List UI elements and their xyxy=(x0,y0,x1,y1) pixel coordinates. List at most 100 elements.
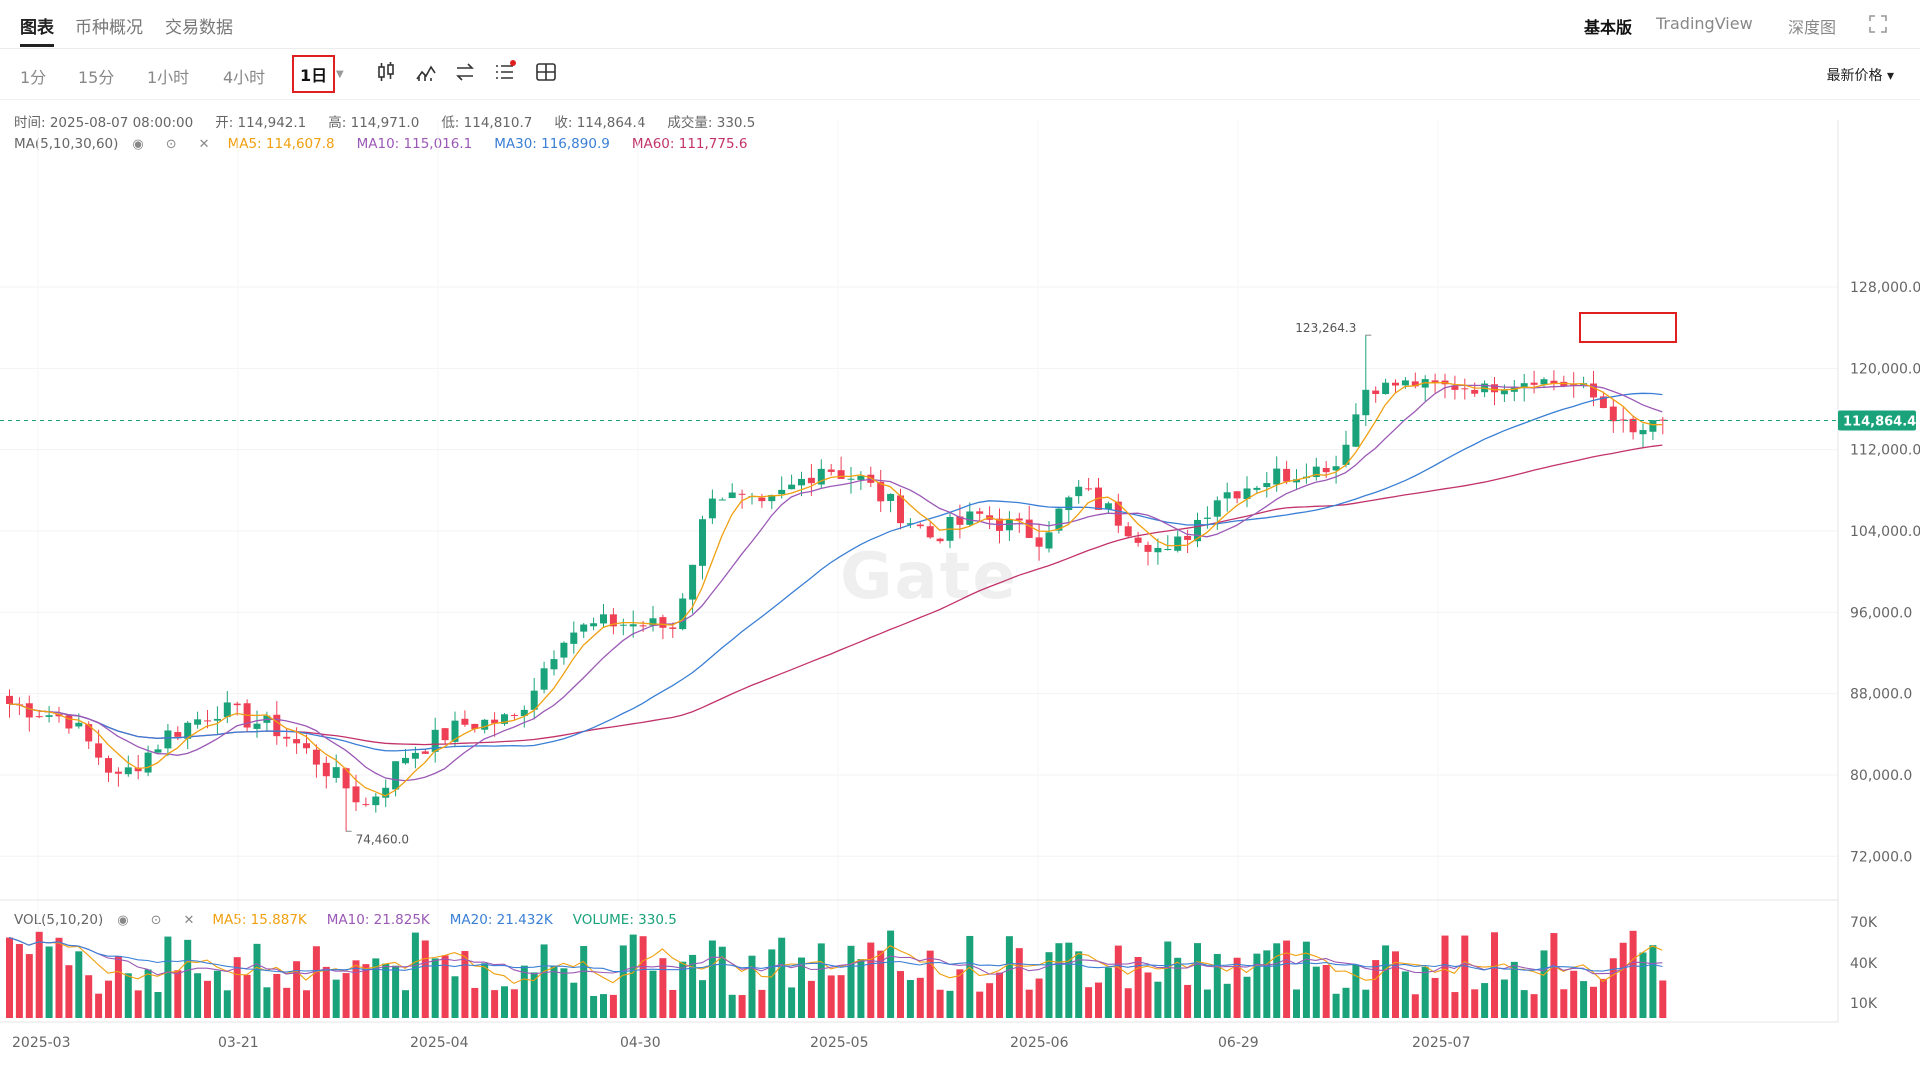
candle-body[interactable] xyxy=(392,761,400,790)
candle-body[interactable] xyxy=(362,804,370,806)
volume-bar[interactable] xyxy=(421,940,429,1018)
candle-body[interactable] xyxy=(887,493,895,501)
volume-bar[interactable] xyxy=(1035,978,1043,1018)
volume-bar[interactable] xyxy=(560,968,568,1018)
price-type-select[interactable]: 最新价格 ▾ xyxy=(1826,68,1894,84)
candle-body[interactable] xyxy=(1293,479,1300,483)
candle-body[interactable] xyxy=(1243,488,1251,500)
layout-icon[interactable] xyxy=(533,59,559,85)
candle-body[interactable] xyxy=(976,511,984,514)
candle-body[interactable] xyxy=(897,495,904,524)
candle-body[interactable] xyxy=(1392,382,1399,386)
close-icon[interactable]: ✕ xyxy=(198,137,210,152)
candle-body[interactable] xyxy=(926,526,934,538)
volume-bar[interactable] xyxy=(194,973,202,1018)
candle-body[interactable] xyxy=(916,524,924,527)
interval-4h[interactable]: 4小时 xyxy=(223,68,266,87)
candle-body[interactable] xyxy=(95,743,103,758)
candle-body[interactable] xyxy=(956,516,964,525)
candle-body[interactable] xyxy=(184,722,192,739)
interval-1h[interactable]: 1小时 xyxy=(147,68,190,87)
volume-bar[interactable] xyxy=(1500,979,1508,1018)
tab-tradingview[interactable]: TradingView xyxy=(1656,14,1753,33)
candle-body[interactable] xyxy=(877,481,885,502)
volume-bar[interactable] xyxy=(1421,966,1429,1018)
volume-bar[interactable] xyxy=(25,954,33,1018)
candle-body[interactable] xyxy=(679,598,687,630)
candle-body[interactable] xyxy=(1104,503,1112,510)
volume-bar[interactable] xyxy=(570,982,578,1018)
volume-bar[interactable] xyxy=(1104,967,1112,1018)
eye-icon[interactable]: ◉ xyxy=(132,137,144,152)
candle-body[interactable] xyxy=(342,768,350,789)
volume-bar[interactable] xyxy=(1520,990,1528,1018)
volume-bar[interactable] xyxy=(65,965,73,1018)
candle-body[interactable] xyxy=(718,499,726,501)
candle-body[interactable] xyxy=(1332,466,1340,471)
volume-bar[interactable] xyxy=(85,975,93,1018)
swap-icon[interactable] xyxy=(452,59,478,85)
candle-body[interactable] xyxy=(233,703,241,706)
volume-bar[interactable] xyxy=(629,934,637,1018)
volume-bar[interactable] xyxy=(1540,950,1548,1018)
volume-bar[interactable] xyxy=(1411,994,1419,1018)
volume-bar[interactable] xyxy=(580,946,588,1018)
volume-bar[interactable] xyxy=(75,951,83,1018)
volume-bar[interactable] xyxy=(95,993,103,1018)
candle-body[interactable] xyxy=(332,767,340,778)
candle-body[interactable] xyxy=(768,494,776,502)
kline-chart[interactable]: 128,000.0 120,000.0 112,000.0 104,000.0 96,0… xyxy=(0,99,1920,1080)
volume-bar[interactable] xyxy=(1382,945,1390,1018)
volume-bar[interactable] xyxy=(807,980,815,1018)
volume-bar[interactable] xyxy=(600,994,607,1018)
candle-body[interactable] xyxy=(659,617,667,628)
volume-bar[interactable] xyxy=(441,955,449,1018)
volume-bar[interactable] xyxy=(1362,989,1370,1018)
volume-bar[interactable] xyxy=(1065,942,1073,1018)
candle-body[interactable] xyxy=(669,627,677,629)
volume-bar[interactable] xyxy=(382,963,390,1018)
volume-bar[interactable] xyxy=(857,959,865,1018)
candle-body[interactable] xyxy=(1590,383,1597,398)
volume-bar[interactable] xyxy=(174,970,182,1018)
volume-bar[interactable] xyxy=(1649,945,1657,1018)
volume-bar[interactable] xyxy=(1599,978,1607,1018)
candle-body[interactable] xyxy=(1401,380,1409,386)
volume-bar[interactable] xyxy=(342,973,350,1018)
volume-bar[interactable] xyxy=(788,987,796,1018)
candle-body[interactable] xyxy=(778,489,786,495)
candle-body[interactable] xyxy=(857,476,865,480)
volume-bar[interactable] xyxy=(1194,943,1201,1018)
volume-bar[interactable] xyxy=(144,969,152,1018)
volume-bar[interactable] xyxy=(639,936,647,1018)
vol-settings-icon[interactable]: ⊙ xyxy=(150,913,162,928)
candle-body[interactable] xyxy=(55,714,63,717)
candle-body[interactable] xyxy=(1213,500,1221,517)
candle-body[interactable] xyxy=(1194,519,1201,542)
volume-bar[interactable] xyxy=(1164,941,1172,1018)
volume-bar[interactable] xyxy=(55,937,63,1018)
volume-bar[interactable] xyxy=(1570,970,1578,1018)
settings-icon[interactable]: ⊙ xyxy=(165,137,177,152)
candle-body[interactable] xyxy=(689,564,697,600)
candle-body[interactable] xyxy=(164,730,172,749)
volume-bar[interactable] xyxy=(1213,953,1221,1018)
volume-bar[interactable] xyxy=(451,976,459,1018)
volume-bar[interactable] xyxy=(392,965,400,1018)
volume-bar[interactable] xyxy=(1233,957,1241,1018)
volume-bar[interactable] xyxy=(1639,952,1647,1018)
candle-body[interactable] xyxy=(758,497,766,502)
volume-bar[interactable] xyxy=(332,979,340,1018)
candle-body[interactable] xyxy=(35,716,43,718)
candle-body[interactable] xyxy=(1609,406,1617,422)
candle-body[interactable] xyxy=(1312,466,1320,478)
candle-body[interactable] xyxy=(1263,483,1271,488)
interval-1m[interactable]: 1分 xyxy=(20,68,47,87)
volume-bar[interactable] xyxy=(778,937,786,1018)
indicator-icon[interactable] xyxy=(413,59,439,85)
candle-body[interactable] xyxy=(105,758,112,773)
volume-bar[interactable] xyxy=(718,946,726,1018)
candle-body[interactable] xyxy=(1629,418,1637,433)
volume-bar[interactable] xyxy=(1609,958,1617,1018)
candle-body[interactable] xyxy=(560,642,568,658)
